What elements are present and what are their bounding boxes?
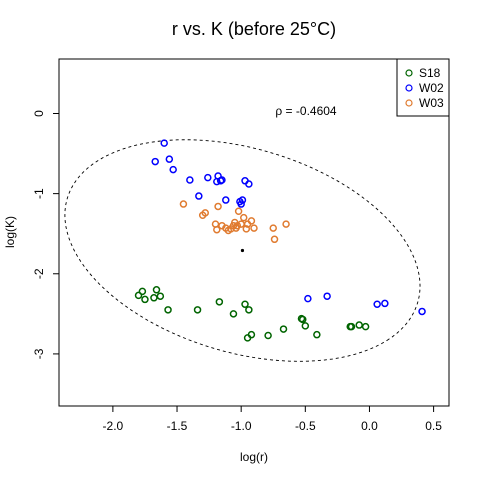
data-point (239, 213, 248, 222)
data-point (247, 217, 256, 225)
data-point (229, 310, 238, 318)
data-point (313, 330, 321, 339)
data-point (222, 196, 230, 204)
x-tick-label: -0.5 (295, 419, 316, 433)
series-w02 (151, 139, 426, 316)
data-point (165, 155, 174, 163)
plot-frame (58, 58, 450, 407)
x-axis: -2.0 -1.5 -1.0 -0.5 0.0 0.5 (103, 406, 442, 433)
data-point (245, 306, 253, 314)
plot-area (64, 139, 426, 362)
data-point (418, 307, 426, 316)
x-tick-label: -2.0 (103, 419, 124, 433)
data-point (179, 200, 188, 208)
y-axis: 0 -1 -2 -3 (32, 110, 59, 359)
data-point (195, 192, 203, 200)
data-point (381, 299, 389, 308)
x-tick-label: 0.0 (361, 419, 378, 433)
data-point (245, 180, 253, 188)
data-point (233, 221, 242, 230)
data-point (186, 176, 194, 184)
centroid-point (240, 248, 245, 253)
legend-marker (405, 99, 413, 107)
data-point (347, 322, 356, 331)
data-point (134, 291, 143, 300)
legend-marker (405, 84, 413, 92)
legend-marker (405, 69, 413, 77)
data-point (264, 331, 272, 340)
data-point (164, 306, 172, 314)
series-s18 (134, 286, 370, 342)
data-point (282, 220, 290, 228)
data-point (150, 294, 158, 302)
x-tick-label: -1.5 (167, 419, 188, 433)
data-point (169, 165, 177, 174)
data-point (355, 321, 363, 329)
data-point (138, 287, 147, 296)
legend-label: W02 (419, 81, 444, 95)
x-tick-label: 0.5 (425, 419, 442, 433)
data-point (270, 235, 279, 244)
series-w03 (179, 200, 290, 244)
data-point (373, 300, 381, 308)
data-point (156, 292, 165, 300)
data-point (201, 209, 209, 217)
data-point (304, 294, 312, 303)
legend-label: W03 (419, 96, 444, 110)
correlation-annotation: ρ = -0.4604 (275, 104, 337, 118)
data-point (216, 177, 225, 185)
chart-title: r vs. K (before 25°C) (172, 19, 336, 39)
data-point (241, 300, 249, 308)
data-point (242, 225, 251, 233)
data-point (215, 298, 224, 306)
legend-label: S18 (419, 66, 441, 80)
data-point (152, 286, 161, 294)
y-tick-label: -2 (32, 268, 46, 279)
y-tick-label: -1 (32, 188, 46, 199)
data-point (160, 139, 168, 147)
data-point (151, 157, 159, 166)
data-point (204, 173, 212, 182)
x-tick-label: -1.0 (231, 419, 252, 433)
data-point (250, 224, 258, 232)
data-point (213, 225, 221, 234)
data-point (243, 334, 252, 342)
y-tick-label: -3 (32, 348, 46, 359)
y-axis-label: log(K) (3, 216, 17, 248)
x-axis-label: log(r) (240, 450, 268, 464)
data-point (299, 315, 307, 324)
data-point (301, 322, 310, 330)
data-point (269, 224, 277, 232)
data-point (193, 306, 202, 314)
y-tick-label: 0 (32, 110, 46, 117)
data-point (141, 295, 149, 304)
data-point (214, 202, 222, 211)
data-point (361, 322, 370, 331)
data-point (279, 325, 288, 333)
data-point (237, 200, 245, 208)
data-point (234, 207, 243, 216)
confidence-ellipse (64, 139, 421, 362)
data-point (323, 292, 331, 300)
data-point (238, 196, 247, 204)
